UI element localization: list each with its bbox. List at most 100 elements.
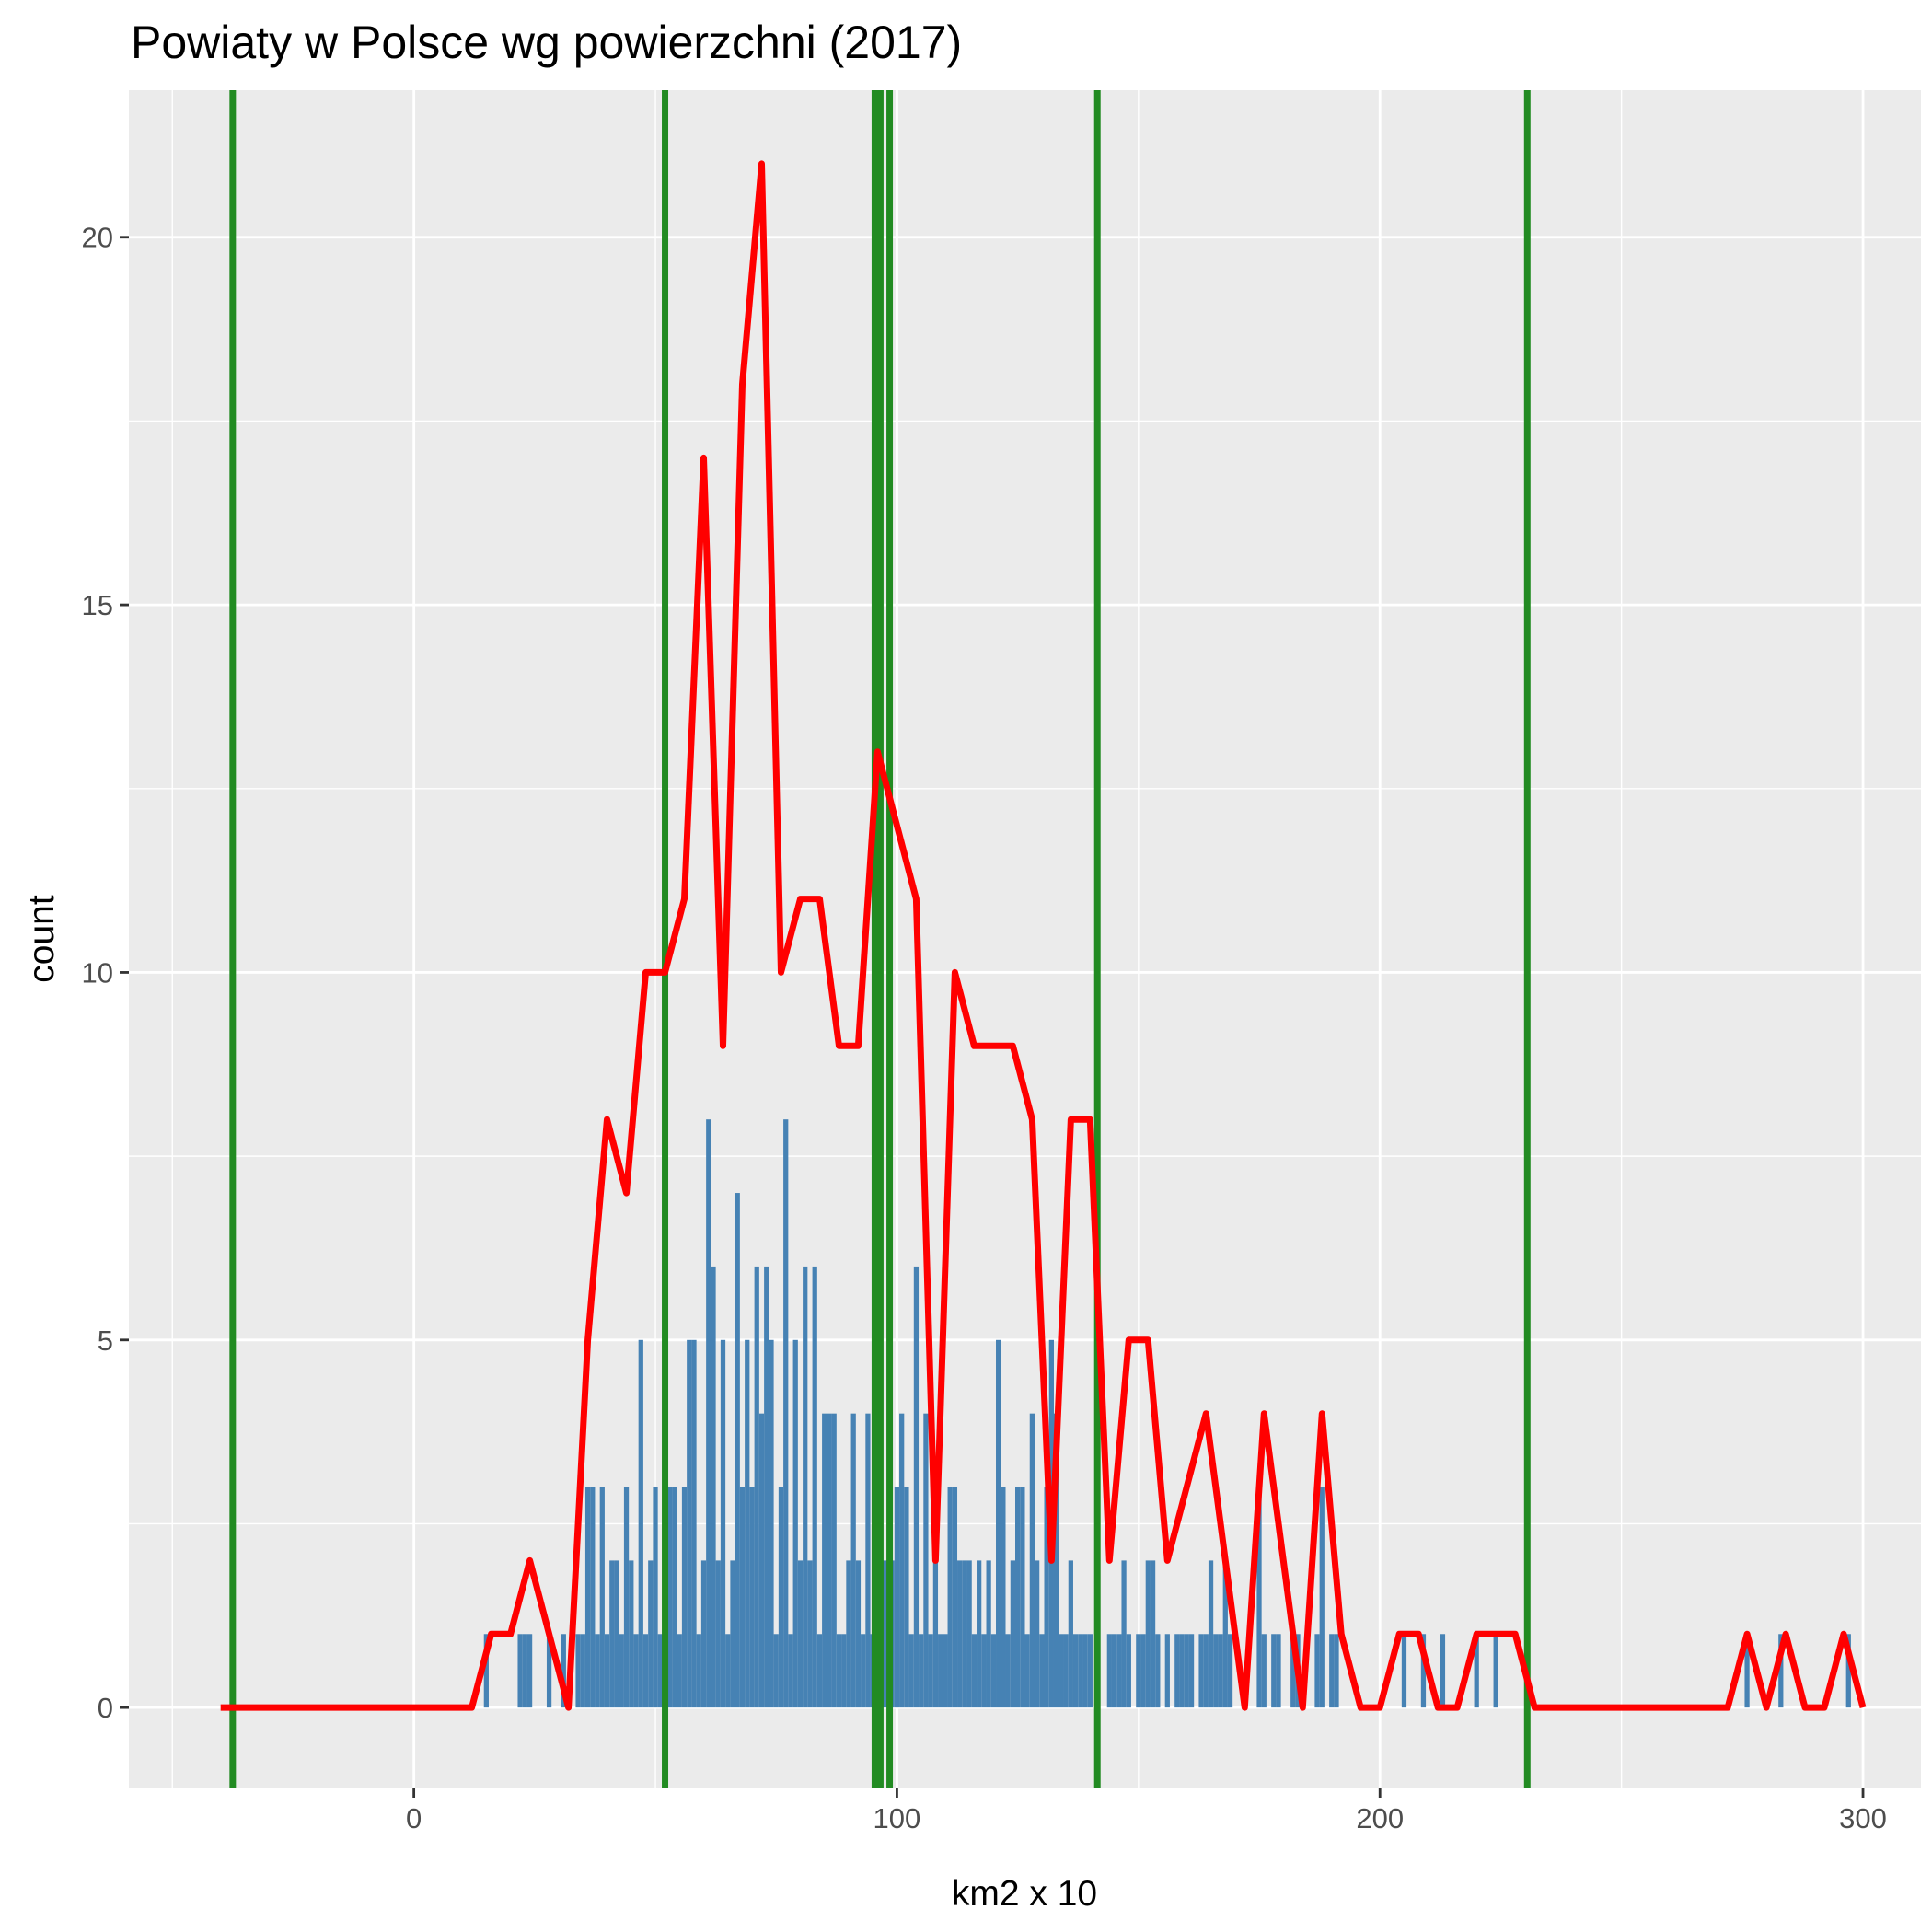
histogram-bar [595,1634,600,1708]
histogram-bar [1015,1487,1021,1708]
histogram-bar [657,1634,663,1708]
histogram-bar [1034,1560,1040,1708]
histogram-bar [1155,1634,1161,1708]
histogram-bar [803,1266,808,1708]
histogram-bar [580,1634,585,1708]
histogram-bar [638,1339,643,1708]
histogram-bar [730,1560,735,1708]
histogram-bar [483,1634,489,1708]
histogram-bar [1116,1634,1122,1708]
histogram-bar [672,1487,677,1708]
histogram-bar [725,1634,731,1708]
histogram-bar [1024,1634,1030,1708]
histogram-bar [584,1487,591,1708]
y-axis: 0 5 10 15 20 [82,222,129,1724]
histogram-bar [700,1560,707,1708]
x-tick-label: 0 [406,1802,422,1834]
histogram-bar [773,1634,779,1708]
histogram-bar [928,1634,933,1708]
histogram-bar [947,1487,953,1708]
histogram-bar [846,1560,851,1708]
histogram-bar [1174,1634,1180,1708]
histogram-bar [769,1339,774,1708]
histogram-bar [919,1634,924,1708]
histogram-bar [1150,1560,1156,1708]
x-tick-label: 300 [1839,1802,1887,1834]
histogram-bar [1213,1634,1219,1708]
histogram-bar [711,1266,716,1708]
frequency-line [220,160,1867,1711]
histogram-bar [575,1634,581,1708]
y-tick-label: 10 [82,956,113,989]
histogram-bar [913,1266,920,1708]
histogram-bar [1420,1634,1427,1708]
histogram-bar [977,1560,982,1708]
histogram-bar [981,1634,987,1708]
histogram-bar [1020,1487,1025,1708]
histogram-bar [1179,1634,1185,1708]
histogram-bar [816,1634,823,1708]
histogram-bar [1218,1634,1223,1708]
histogram-bar [1188,1634,1195,1708]
histogram-bar [904,1487,909,1708]
histogram-bar [1087,1634,1093,1708]
histogram-bar [792,1339,798,1708]
histogram-bar [1111,1634,1117,1708]
histogram-bar [720,1339,726,1708]
y-axis-title: count [22,895,62,983]
histogram-bar [1203,1634,1209,1708]
histogram-bar [653,1487,658,1708]
histogram-bar [517,1634,523,1708]
histogram-bar [1164,1634,1170,1708]
histogram-bar [1290,1634,1296,1708]
histogram-bar [1314,1634,1320,1708]
histogram-bar [1072,1634,1079,1708]
histogram-bar [1845,1634,1851,1708]
histogram-bar [827,1413,832,1708]
histogram-bar [923,1413,929,1708]
histogram-bar [1271,1634,1277,1708]
histogram-bar [966,1560,972,1708]
histogram-bar [1493,1634,1498,1708]
vertical-reference-lines [229,90,1531,1788]
histogram-bar [681,1487,688,1708]
histogram-bar [1126,1634,1131,1708]
histogram-bar [990,1634,997,1708]
histogram-bar [1053,1413,1059,1708]
histogram-bar [522,1634,527,1708]
x-axis: 0 100 200 300 [406,1788,1887,1834]
histogram-bar [850,1413,856,1708]
histogram-bar [745,1339,750,1708]
histogram-bar [831,1413,837,1708]
histogram-bar [1474,1634,1479,1708]
histogram-bar [962,1560,967,1708]
histogram-bar [749,1487,755,1708]
histogram-bar [943,1634,948,1708]
histogram-bar [861,1634,866,1708]
histogram-bar [894,1487,900,1708]
histogram-bar [1106,1634,1112,1708]
histogram-bar [687,1339,692,1708]
histogram-bar [629,1560,634,1708]
histogram-bar [996,1339,1001,1708]
histogram-bar [667,1487,673,1708]
histogram-bar [1121,1560,1127,1708]
chart-title: Powiaty w Polsce wg powierzchni (2017) [131,17,962,68]
x-tick-label: 100 [873,1802,921,1834]
frequency-polygon [220,160,1867,1711]
histogram-bar [623,1487,630,1708]
histogram-bar [1010,1560,1016,1708]
histogram-bar [1029,1413,1035,1708]
histogram-bar [1082,1634,1088,1708]
histogram-bar [865,1413,871,1708]
histogram-bar [822,1413,827,1708]
histogram-bar [754,1266,759,1708]
histogram-bar [971,1634,978,1708]
histogram-bar [604,1634,610,1708]
y-tick-label: 15 [82,589,113,621]
histogram-bar [739,1487,746,1708]
histogram-bar [590,1487,596,1708]
histogram-bar [599,1487,605,1708]
histogram-bar [691,1339,697,1708]
histogram-bar [715,1560,721,1708]
